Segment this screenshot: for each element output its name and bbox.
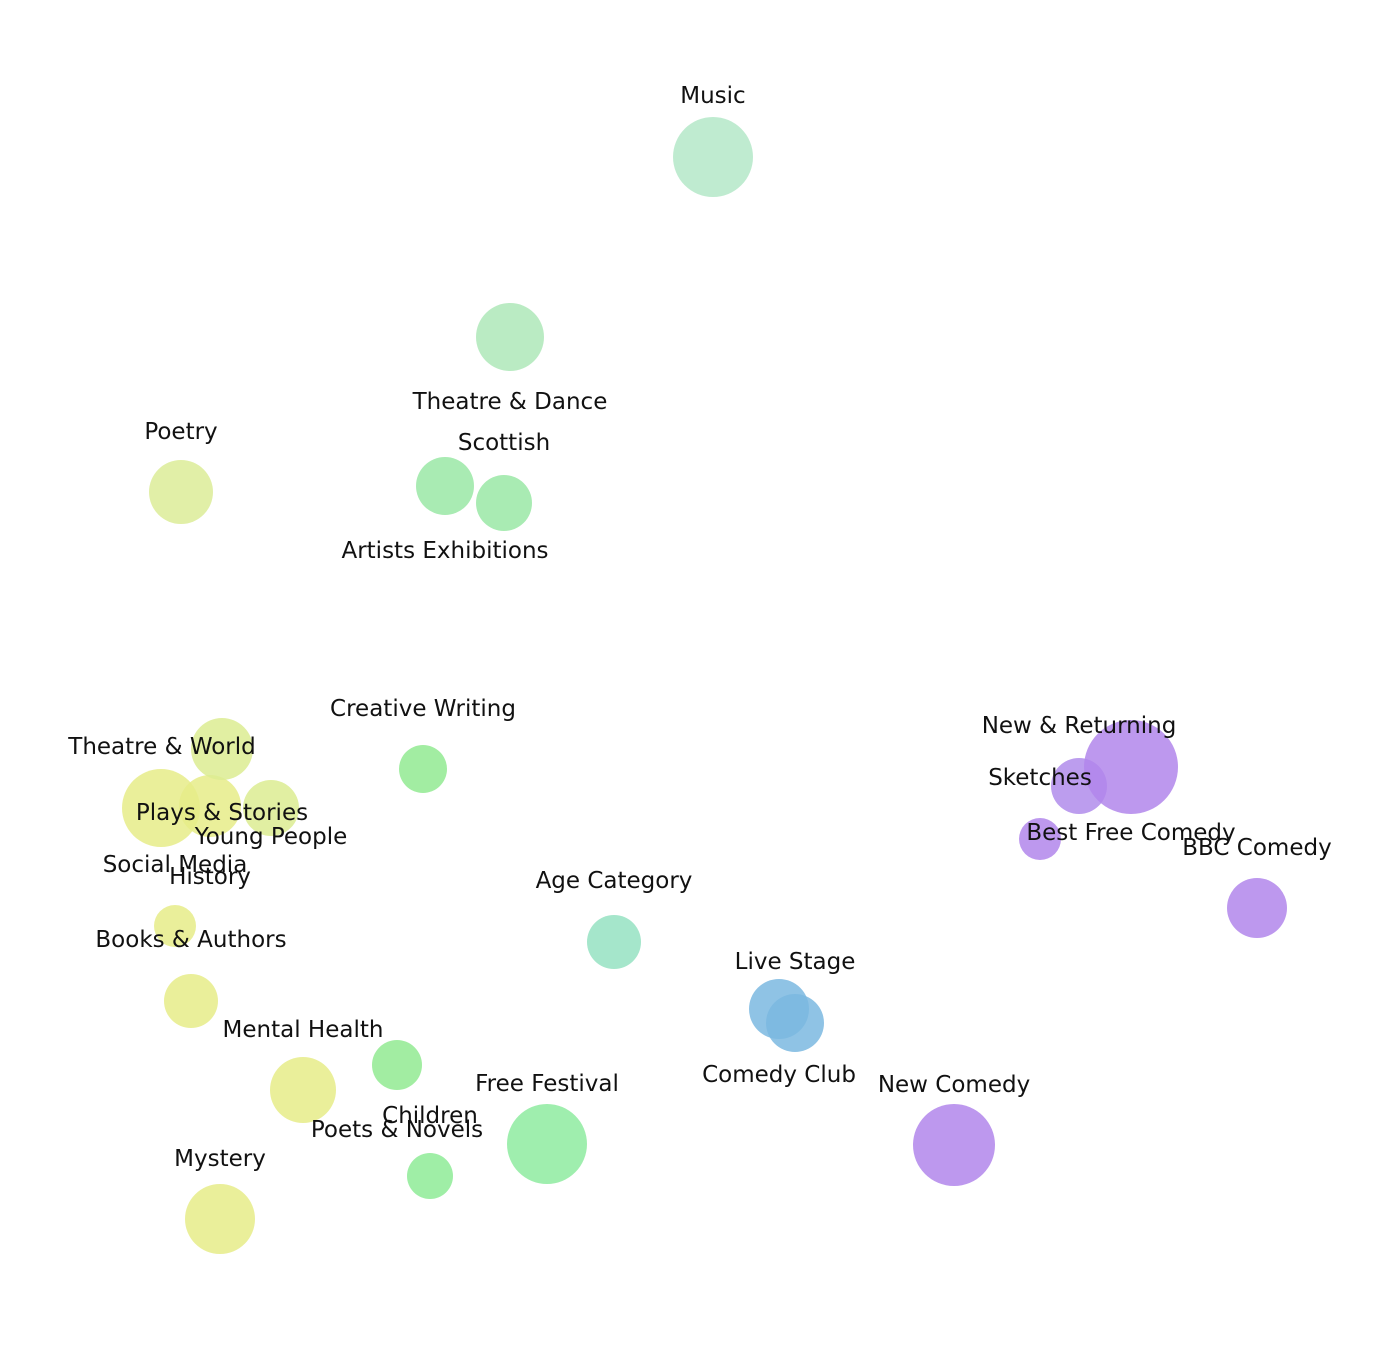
bubble-children: [407, 1153, 453, 1199]
label-social-media: Social Media: [103, 852, 248, 878]
label-free-festival: Free Festival: [475, 1071, 619, 1097]
bubble-plays-and-stories: [191, 718, 253, 780]
label-mental-health: Mental Health: [223, 1017, 384, 1043]
bubble-mental-health: [270, 1057, 336, 1123]
label-children: Children: [382, 1103, 478, 1129]
bubble-young-people: [243, 780, 299, 836]
bubble-comedy-club: [749, 979, 809, 1039]
label-theatre-and-world: Theatre & World: [67, 734, 255, 760]
label-creative-writing: Creative Writing: [330, 696, 516, 722]
bubble-free-festival: [507, 1104, 587, 1184]
bubble-scottish: [476, 475, 532, 531]
bubble-poetry: [149, 460, 213, 524]
label-comedy-club: Comedy Club: [702, 1062, 856, 1088]
bubble-theatre-and-dance: [476, 303, 544, 371]
bubble-history: [179, 775, 241, 837]
bubble-books-and-authors: [164, 974, 218, 1028]
bubble-mystery: [185, 1184, 255, 1254]
bubble-social-media: [154, 905, 196, 947]
label-age-category: Age Category: [536, 868, 693, 894]
bubble-best-free-comedy: [1084, 720, 1178, 814]
label-plays-and-stories: Plays & Stories: [136, 800, 308, 826]
label-new-comedy: New Comedy: [878, 1072, 1030, 1098]
bubble-layer: [122, 117, 1287, 1254]
label-young-people: Young People: [194, 824, 348, 850]
label-poets-and-novels: Poets & Novels: [311, 1117, 483, 1143]
label-history: History: [169, 864, 251, 890]
label-sketches: Sketches: [988, 765, 1092, 791]
label-artists-exhibitions: Artists Exhibitions: [341, 538, 548, 564]
bubble-new-comedy: [913, 1104, 995, 1186]
label-new-and-returning: New & Returning: [982, 713, 1177, 739]
bubble-sketches: [1019, 818, 1061, 860]
bubble-poets-and-novels: [372, 1040, 422, 1090]
bubble-theatre-and-world: [122, 769, 200, 847]
label-music: Music: [680, 83, 745, 109]
label-layer: Mystery Children Free Festival Mental Healt…: [67, 83, 1331, 1172]
label-mystery: Mystery: [174, 1146, 266, 1172]
label-best-free-comedy: Best Free Comedy: [1026, 820, 1235, 846]
bubble-music: [673, 117, 753, 197]
label-theatre-and-dance: Theatre & Dance: [412, 389, 608, 415]
label-books-and-authors: Books & Authors: [95, 927, 286, 953]
label-live-stage: Live Stage: [735, 949, 856, 975]
bubble-bbc-comedy: [1227, 878, 1287, 938]
label-scottish: Scottish: [458, 430, 550, 456]
label-poetry: Poetry: [144, 419, 217, 445]
bubble-artists-exhibitions: [416, 457, 474, 515]
label-bbc-comedy: BBC Comedy: [1182, 835, 1331, 861]
bubble-age-category: [587, 915, 641, 969]
bubble-creative-writing: [399, 745, 447, 793]
